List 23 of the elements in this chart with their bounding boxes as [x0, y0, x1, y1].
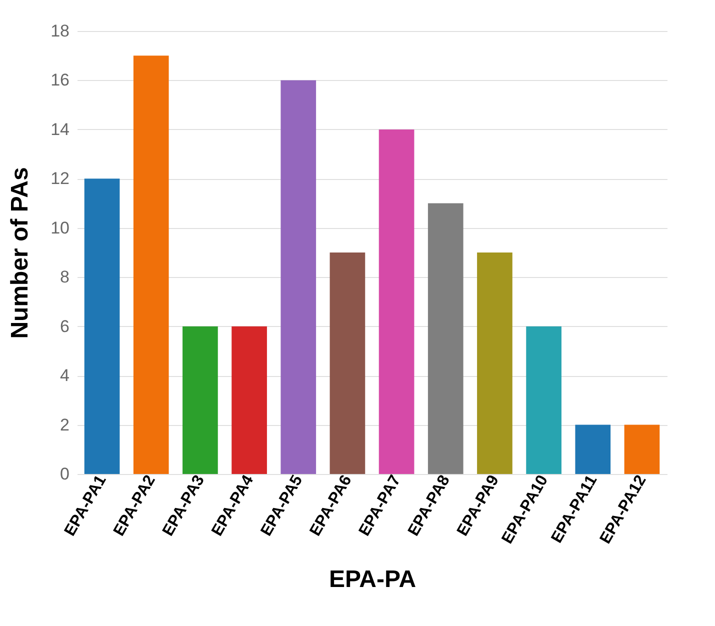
bar [133, 56, 169, 474]
bar [182, 326, 218, 474]
bar [84, 178, 120, 474]
bar [428, 203, 464, 474]
y-tick-label: 6 [60, 316, 70, 336]
bar [378, 129, 414, 474]
bar [330, 252, 366, 474]
bar [526, 326, 562, 474]
y-axis-title: Number of PAs [6, 167, 34, 339]
y-tick-label: 14 [50, 120, 70, 139]
x-axis-title: EPA-PA [328, 566, 416, 594]
y-tick-label: 12 [50, 169, 70, 188]
bar [477, 252, 512, 474]
bar [232, 326, 267, 474]
bar [575, 424, 611, 474]
y-tick-label: 16 [50, 70, 70, 90]
y-tick-label: 8 [60, 268, 70, 287]
y-tick-label: 10 [50, 218, 70, 238]
bar [624, 424, 660, 474]
bar [280, 80, 316, 474]
y-tick-label: 2 [60, 415, 70, 434]
y-tick-label: 4 [60, 366, 70, 386]
y-tick-label: 18 [50, 22, 70, 40]
